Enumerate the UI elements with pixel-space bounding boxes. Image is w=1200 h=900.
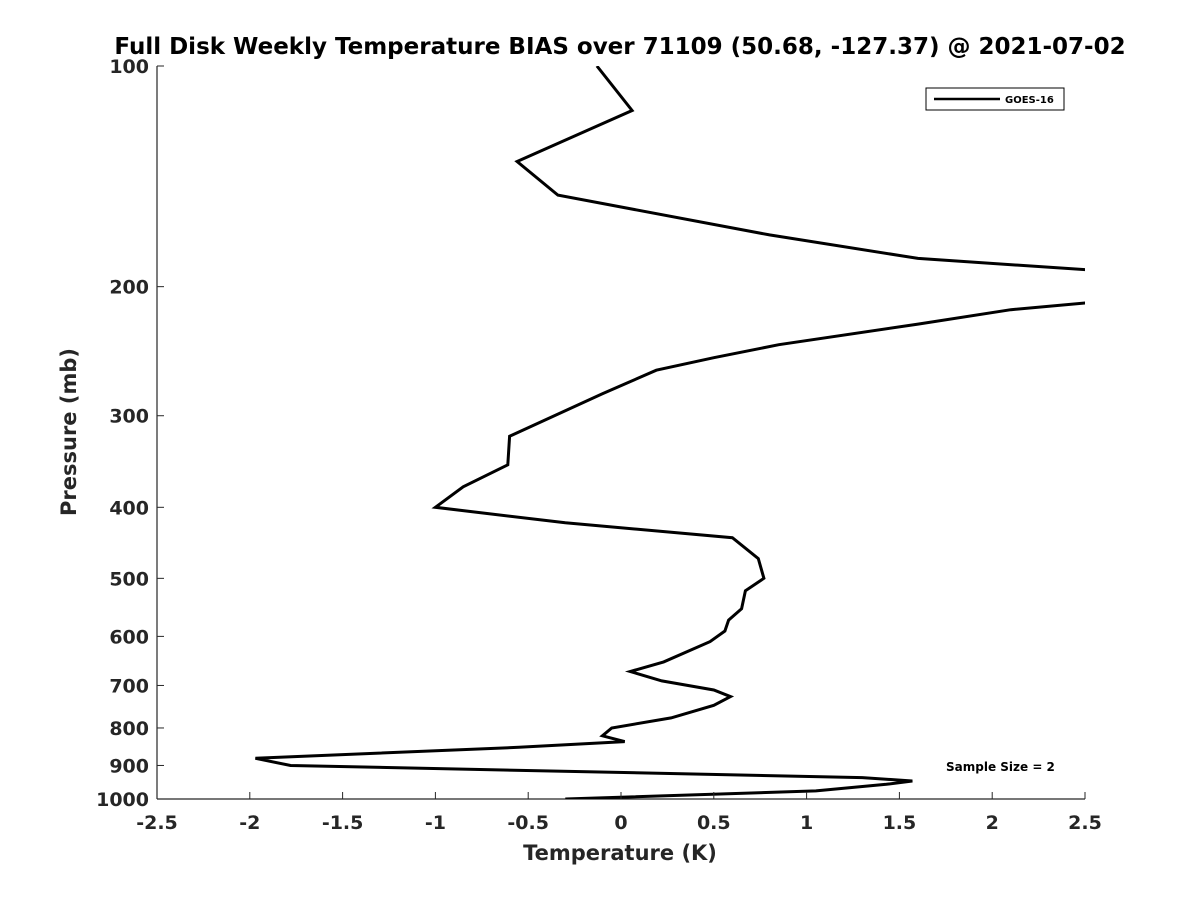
chart-title: Full Disk Weekly Temperature BIAS over 7… <box>114 34 1125 60</box>
x-tick-label: -0.5 <box>507 812 549 834</box>
x-axis-label: Temperature (K) <box>523 841 717 865</box>
x-tick-label: 2.5 <box>1068 812 1102 834</box>
y-tick-label: 500 <box>109 568 149 590</box>
y-tick-label: 300 <box>109 406 149 428</box>
y-tick-label: 1000 <box>96 789 149 811</box>
axis-ticks: -2.5 -2 -1.5 -1 -0.5 0 0.5 1 1.5 2 2.5 100 200 300 400… <box>96 56 1102 834</box>
series-line-goes-16 <box>255 66 1085 799</box>
sample-size-annotation: Sample Size = 2 <box>946 760 1055 774</box>
y-tick-label: 100 <box>109 56 149 78</box>
x-tick-label: 0 <box>614 812 627 834</box>
x-tick-label: -2.5 <box>136 812 178 834</box>
x-tick-label: -1 <box>425 812 446 834</box>
y-tick-label: 400 <box>109 497 149 519</box>
y-tick-label: 900 <box>109 755 149 777</box>
x-tick-label: 2 <box>986 812 999 834</box>
y-axis-label: Pressure (mb) <box>57 348 81 516</box>
x-tick-label: -1.5 <box>322 812 364 834</box>
y-tick-label: 800 <box>109 718 149 740</box>
x-tick-label: 1.5 <box>883 812 917 834</box>
x-tick-label: 0.5 <box>697 812 731 834</box>
x-tick-label: -2 <box>239 812 260 834</box>
y-tick-label: 700 <box>109 675 149 697</box>
y-tick-label: 200 <box>109 277 149 299</box>
y-tick-label: 600 <box>109 626 149 648</box>
x-tick-label: 1 <box>800 812 813 834</box>
legend-label-goes-16: GOES-16 <box>1005 95 1054 106</box>
plot-area <box>156 66 1085 800</box>
legend: GOES-16 <box>925 87 1065 111</box>
